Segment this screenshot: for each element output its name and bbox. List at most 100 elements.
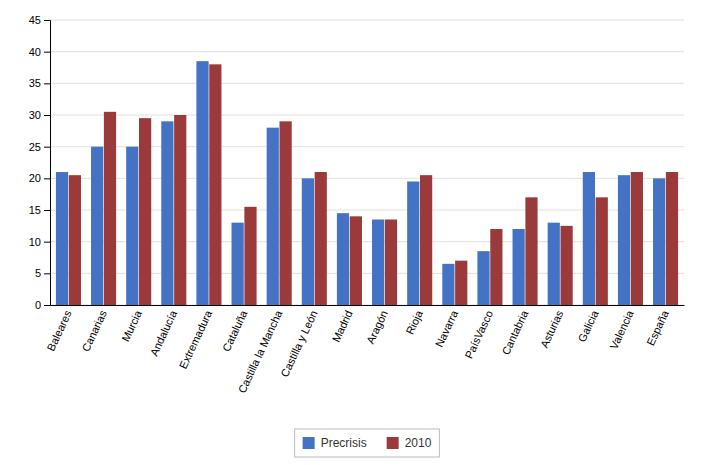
x-tick: Asturias — [538, 308, 566, 350]
y-tick: 30 — [29, 109, 50, 121]
y-tick-label: 45 — [29, 14, 41, 26]
y-tick-label: 5 — [35, 267, 41, 279]
y-tick-mark — [44, 83, 50, 84]
x-tick-label: Canarias — [79, 308, 109, 353]
x-tick-label: Valencia — [607, 308, 636, 351]
x-tick: Castilla y León — [278, 308, 319, 378]
bar — [91, 147, 103, 305]
y-tick: 20 — [29, 172, 50, 184]
x-tick-label: Aragón — [364, 308, 390, 345]
grid-line — [50, 115, 684, 116]
grid-line — [50, 51, 684, 52]
bar — [385, 220, 397, 306]
y-tick: 5 — [35, 267, 50, 279]
bar — [315, 172, 327, 305]
y-tick: 40 — [29, 46, 50, 58]
plot-area: 0 5 10 15 20 25 30 35 40 45 BalearesCanarias Murcia… — [29, 14, 685, 395]
bar — [666, 172, 678, 305]
x-tick-label: Baleares — [45, 308, 74, 353]
x-axis-line — [51, 305, 685, 306]
bar — [280, 121, 292, 305]
x-tick-label: Madrid — [330, 308, 355, 344]
bar — [490, 229, 502, 305]
bar — [596, 197, 608, 305]
grid — [50, 20, 684, 305]
bar — [56, 172, 68, 305]
x-tick-label: Andalucía — [148, 308, 180, 358]
x-tick: Murcia — [119, 308, 144, 344]
y-tick-mark — [44, 178, 50, 179]
bar — [126, 147, 138, 305]
y-tick: 15 — [29, 204, 50, 216]
y-axis-line — [44, 21, 51, 306]
bar — [161, 121, 173, 305]
bar — [69, 175, 81, 305]
legend-swatch — [387, 437, 399, 449]
x-tick: Baleares — [45, 308, 74, 353]
bar — [337, 213, 349, 305]
x-tick: Castilla la Mancha — [236, 308, 285, 395]
x-tick: Rioja — [404, 308, 426, 337]
x-tick: Andalucía — [148, 308, 180, 358]
x-tick-label: Cantabria — [499, 308, 530, 357]
bar — [525, 197, 537, 305]
y-tick: 45 — [29, 14, 50, 26]
y-tick-mark — [44, 242, 50, 243]
y-tick: 0 — [35, 299, 50, 311]
x-tick: Galicia — [576, 308, 601, 344]
y-tick-mark — [44, 273, 50, 274]
bar — [104, 112, 116, 305]
x-tick-label: España — [644, 308, 671, 348]
y-tick-mark — [44, 147, 50, 148]
x-tick: Aragón — [364, 308, 390, 345]
y-tick-label: 10 — [29, 236, 41, 248]
x-tick: Navarra — [433, 308, 461, 349]
bar — [513, 229, 525, 305]
legend: Precrisis 2010 — [295, 429, 440, 457]
x-tick: Madrid — [330, 308, 355, 344]
x-tick-label: Castilla y León — [278, 308, 319, 378]
y-tick-label: 25 — [29, 141, 41, 153]
legend-label: Precrisis — [321, 436, 367, 450]
grid-line — [50, 83, 684, 84]
bar — [209, 64, 221, 305]
bar — [372, 220, 384, 306]
x-tick-label: Extremadura — [177, 308, 215, 371]
y-tick-label: 40 — [29, 46, 41, 58]
bar — [455, 261, 467, 305]
x-tick-label: Rioja — [404, 308, 426, 337]
y-tick: 35 — [29, 77, 50, 89]
bar — [477, 251, 489, 305]
y-tick: 10 — [29, 236, 50, 248]
bar — [174, 115, 186, 305]
legend-item: 2010 — [387, 436, 432, 450]
x-tick: PaísVasco — [462, 308, 495, 360]
y-tick-label: 15 — [29, 204, 41, 216]
y-axis: 0 5 10 15 20 25 30 35 40 45 — [29, 14, 51, 311]
x-tick: España — [644, 308, 671, 348]
bar — [420, 175, 432, 305]
legend-item: Precrisis — [303, 436, 367, 450]
bar — [302, 178, 314, 305]
bar — [548, 223, 560, 305]
x-tick-label: Asturias — [538, 308, 566, 350]
bar — [196, 61, 208, 305]
bar — [407, 182, 419, 306]
x-tick-label: Cataluña — [220, 308, 250, 354]
y-tick-label: 35 — [29, 77, 41, 89]
x-tick: Cantabria — [499, 308, 530, 357]
y-tick-label: 0 — [35, 299, 41, 311]
bars — [56, 61, 678, 305]
chart: 0 5 10 15 20 25 30 35 40 45 BalearesCanarias Murcia… — [0, 0, 704, 465]
bar — [583, 172, 595, 305]
x-tick: Cataluña — [220, 308, 250, 354]
x-tick: Canarias — [79, 308, 109, 353]
x-axis: BalearesCanarias MurciaAndalucíaExtremadu… — [45, 306, 685, 395]
bar — [267, 128, 279, 305]
x-tick-label: PaísVasco — [462, 308, 495, 360]
y-tick: 25 — [29, 141, 50, 153]
y-tick-label: 30 — [29, 109, 41, 121]
bar — [139, 118, 151, 305]
grid-line — [50, 20, 684, 21]
bar — [631, 172, 643, 305]
